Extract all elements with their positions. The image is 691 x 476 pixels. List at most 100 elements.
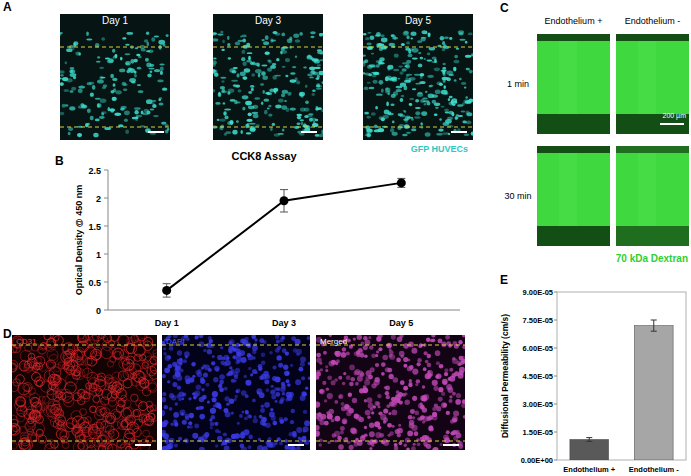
- cell: [370, 35, 375, 40]
- nucleus: [289, 446, 295, 450]
- cell: [315, 134, 319, 137]
- cell: [220, 77, 226, 79]
- y-tick-label: 0: [96, 306, 101, 316]
- cell: [427, 101, 431, 105]
- cell: [229, 120, 233, 125]
- nucleus: [438, 387, 443, 392]
- scale-bar: [301, 131, 317, 133]
- nucleus: [220, 346, 223, 349]
- y-tick-label: 9.00E-05: [523, 288, 553, 297]
- scale-bar: [148, 131, 164, 133]
- nucleus: [375, 401, 380, 406]
- nucleus: [200, 377, 204, 381]
- cell: [448, 98, 450, 101]
- cell: [20, 350, 31, 361]
- cell: [265, 51, 269, 55]
- nucleus: [365, 376, 370, 381]
- nucleus: [229, 339, 235, 345]
- cell: [90, 116, 94, 120]
- cell: [231, 80, 238, 82]
- cell: [75, 347, 85, 357]
- cell: [109, 108, 115, 111]
- nucleus: [272, 421, 277, 426]
- cell: [400, 98, 404, 102]
- cell: [405, 48, 410, 51]
- cell: [80, 409, 87, 416]
- y-tick: [104, 198, 108, 199]
- cell: [99, 76, 103, 80]
- cell: [278, 99, 284, 103]
- cell: [453, 60, 459, 64]
- cell: [468, 33, 473, 36]
- nucleus: [432, 412, 437, 417]
- nucleus: [365, 410, 371, 416]
- nucleus: [452, 418, 457, 423]
- cell: [246, 60, 252, 62]
- cell: [267, 92, 269, 96]
- image-bg: [12, 335, 157, 450]
- cell: [144, 39, 148, 43]
- nucleus: [178, 362, 182, 366]
- nucleus: [403, 364, 407, 368]
- nucleus: [429, 427, 434, 432]
- cell: [12, 443, 17, 450]
- nucleus: [204, 365, 210, 371]
- nucleus: [162, 410, 165, 416]
- nucleus: [425, 435, 430, 440]
- x-tick-label: Day 3: [272, 318, 296, 328]
- nucleus: [250, 373, 253, 376]
- cell: [309, 118, 313, 122]
- error-bar: [651, 320, 657, 331]
- nucleus: [363, 345, 368, 350]
- nucleus: [283, 365, 288, 370]
- nucleus: [300, 356, 306, 362]
- cell: [137, 67, 141, 70]
- nucleus: [175, 402, 179, 406]
- cell: [317, 50, 323, 54]
- cell: [47, 349, 58, 360]
- nucleus: [386, 343, 392, 349]
- cell: [136, 54, 140, 57]
- cell: [414, 74, 421, 76]
- nucleus: [229, 345, 234, 350]
- cell: [113, 348, 123, 358]
- nucleus: [342, 382, 346, 386]
- nucleus: [172, 374, 177, 379]
- cell: [406, 35, 409, 39]
- nucleus: [284, 439, 287, 442]
- cell: [432, 94, 439, 97]
- nucleus: [213, 377, 218, 382]
- nucleus: [260, 408, 265, 413]
- nucleus: [450, 431, 454, 435]
- cell: [258, 73, 260, 78]
- image-bg: [213, 14, 323, 140]
- cell: [89, 82, 94, 85]
- cell: [85, 347, 97, 359]
- nucleus: [375, 363, 379, 367]
- cell: [313, 121, 316, 125]
- nucleus: [441, 341, 446, 346]
- cell: [417, 92, 422, 95]
- cell: [449, 96, 453, 99]
- nucleus: [458, 340, 462, 344]
- cell: [110, 90, 114, 94]
- cell: [267, 59, 271, 62]
- cell: [424, 103, 427, 105]
- nucleus: [331, 380, 336, 385]
- nucleus: [196, 385, 202, 391]
- nucleus: [383, 420, 387, 424]
- cell: [133, 409, 140, 416]
- cell: [236, 120, 239, 123]
- cell: [456, 48, 459, 50]
- cell: [131, 377, 140, 386]
- cell: [301, 122, 304, 126]
- nucleus: [279, 417, 284, 422]
- cell: [404, 124, 409, 129]
- nucleus: [187, 426, 190, 429]
- nucleus: [304, 440, 309, 445]
- nucleus: [251, 335, 256, 339]
- cell: [469, 70, 473, 74]
- cell: [93, 133, 98, 138]
- cell: [71, 87, 76, 91]
- cell: [267, 107, 270, 109]
